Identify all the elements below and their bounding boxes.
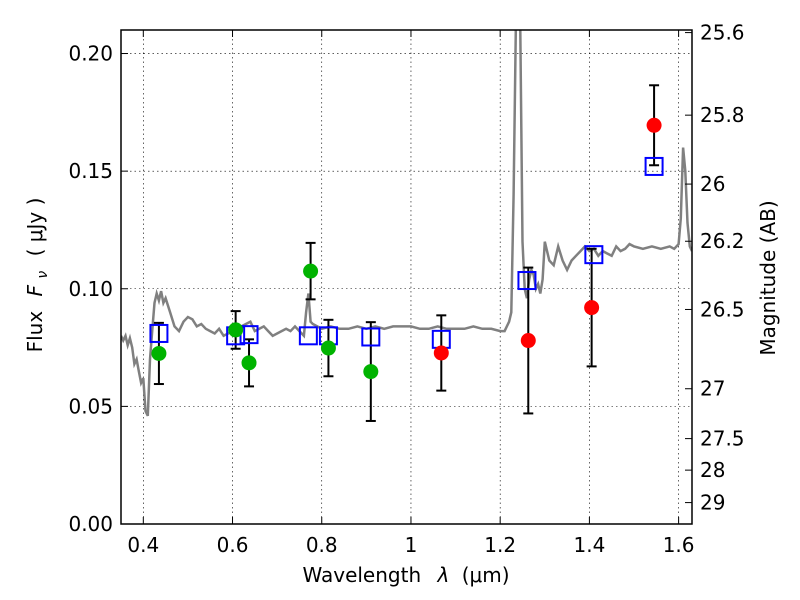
model-square	[517, 271, 537, 291]
x-tick-label: 1	[405, 533, 418, 557]
model-squares-series	[149, 156, 664, 349]
x-tick-label: 1.2	[484, 533, 516, 557]
y2-tick-label: 25.8	[700, 103, 745, 127]
x-axis-label-word: Wavelength	[302, 563, 421, 587]
plot-frame	[120, 29, 693, 525]
y-tick-label: 0.10	[68, 277, 113, 301]
y-axis-label-subscript: ν	[35, 271, 51, 279]
model-square	[298, 326, 318, 346]
x-tick-label: 0.8	[306, 533, 338, 557]
red-data-point	[433, 345, 449, 361]
x-tick-label: 1.6	[663, 533, 695, 557]
y-axis-label: Flux F ν ( μJy )	[23, 198, 52, 353]
red-data-point	[520, 333, 536, 349]
model-square	[361, 327, 381, 347]
green-data-point	[241, 355, 257, 371]
x-tick-label: 1.4	[573, 533, 605, 557]
green-data-point	[320, 340, 336, 356]
x-axis-label: Wavelength λ (μm)	[302, 563, 509, 587]
x-tick-label: 0.6	[217, 533, 249, 557]
y2-tick-label: 26	[700, 172, 725, 196]
model-square	[644, 156, 664, 176]
y2-tick-label: 26.5	[700, 297, 745, 321]
y-tick-label: 0.05	[68, 394, 113, 418]
observed-points-series	[151, 117, 662, 380]
y2-tick-label: 29	[700, 491, 725, 515]
y2-tick-label: 27.5	[700, 427, 745, 451]
green-data-point	[228, 322, 244, 338]
green-data-point	[363, 364, 379, 380]
y-tick-label: 0.15	[68, 159, 113, 183]
x-axis-label-unit: (μm)	[462, 563, 510, 587]
error-bars	[153, 84, 660, 422]
y-axis-label-word: Flux	[23, 311, 47, 353]
y2-tick-label: 27	[700, 377, 725, 401]
red-data-point	[646, 117, 662, 133]
model-square	[149, 323, 169, 343]
spectrum-line	[121, 30, 692, 417]
red-data-point	[584, 300, 600, 316]
y-axis-label-symbol: F	[23, 284, 47, 296]
y-tick-label: 0.20	[68, 42, 113, 66]
y2-tick-label: 26.2	[700, 229, 745, 253]
green-data-point	[151, 345, 167, 361]
axis-ticks: 0.4 0.6 0.8 1 1.2 1.4 1.6 0.00 0.05 0.10 0.15 0.20 2…	[68, 21, 744, 557]
grid-lines	[121, 30, 692, 524]
y-tick-label: 0.00	[68, 512, 113, 536]
x-tick-label: 0.4	[127, 533, 159, 557]
green-data-point	[303, 263, 319, 279]
y-axis-label-unit: ( μJy )	[23, 198, 47, 257]
model-square	[584, 245, 604, 265]
y2-tick-label: 25.6	[700, 21, 745, 45]
y2-tick-label: 28	[700, 458, 725, 482]
x-axis-label-lambda: λ	[437, 563, 450, 587]
spectrum-series	[121, 30, 692, 417]
right-axis-label: Magnitude (AB)	[756, 200, 780, 355]
